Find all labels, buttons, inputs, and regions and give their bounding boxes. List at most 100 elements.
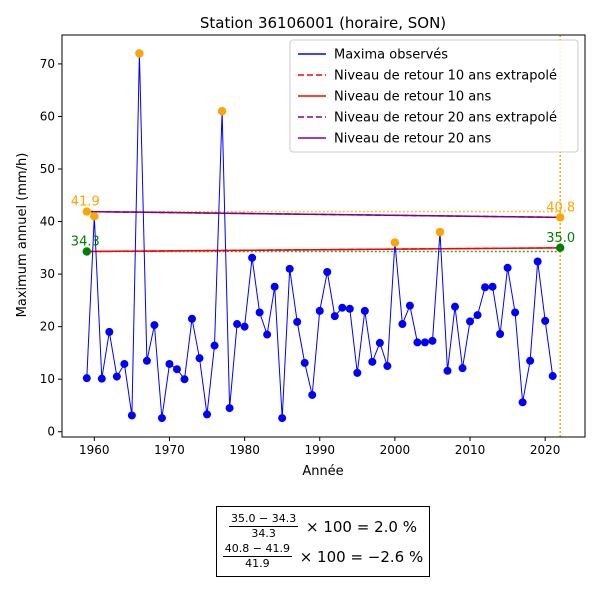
highlight-point [217,106,227,116]
observed-maxima-point [278,414,287,423]
y-tick-label: 10 [40,372,55,386]
observed-maxima-point [353,368,362,377]
plot-frame [61,34,586,438]
observed-maxima-point [187,314,196,323]
observed-maxima-point [360,306,369,315]
observed-maxima-point [413,338,422,347]
x-tick-label: 2020 [530,443,561,457]
observed-maxima-point [518,398,527,407]
observed-maxima-point [97,374,106,383]
observed-maxima-point [420,338,429,347]
observed-maxima-point [263,330,272,339]
observed-maxima-point [195,354,204,363]
value-annotation: 41.9 [71,195,100,210]
highlight-point [435,227,445,237]
highlight-point [82,247,91,256]
observed-maxima-point [120,359,129,368]
highlight-point [556,243,565,253]
observed-maxima-point [466,317,475,326]
formula-numerator: 40.8 − 41.9 [222,542,292,557]
observed-maxima-point [233,320,242,329]
observed-maxima-point [180,375,189,384]
formula-line-10ans: 35.0 − 34.3 34.3 × 100 = 2.0 % [217,513,429,540]
highlight-point [90,212,99,221]
observed-maxima-point [203,410,212,419]
observed-maxima-point [240,322,249,331]
highlight-point [135,49,144,58]
observed-maxima-point [398,320,407,329]
observed-maxima-point [300,358,309,367]
x-axis-label: Année [302,464,343,479]
observed-maxima-point [165,359,174,368]
x-tick-label: 1960 [79,443,110,457]
observed-maxima-point [368,357,377,366]
return-level-line [86,210,561,219]
highlight-point [82,207,91,216]
formula-result: × 100 = 2.0 % [301,517,417,536]
observed-maxima-point [285,264,294,273]
legend-label: Niveau de retour 20 ans extrapolé [334,111,557,126]
observed-maxima-point [150,321,159,330]
observed-maxima-point [255,308,264,317]
plot-area [82,35,565,437]
x-tick-label: 2010 [455,443,486,457]
observed-maxima-point [481,283,490,292]
x-tick-label: 1990 [304,443,335,457]
observed-maxima-point [488,282,497,291]
observed-maxima-point [210,341,219,350]
observed-maxima-point [338,303,347,312]
observed-maxima-point [105,327,114,336]
formula-numerator: 35.0 − 34.3 [229,512,299,527]
legend-box [289,39,579,153]
legend-label: Niveau de retour 20 ans [334,132,491,147]
observed-maxima-point [511,308,520,317]
observed-maxima-point [496,330,505,339]
x-tick-label: 1980 [229,443,260,457]
value-annotation: 34.3 [71,235,100,250]
formula-result: × 100 = −2.6 % [294,547,424,566]
observed-maxima-point [270,282,279,291]
x-tick-label: 1970 [154,443,185,457]
y-tick-label: 60 [40,109,55,123]
observed-maxima-point [345,304,354,313]
formula-fraction: 35.0 − 34.3 34.3 [229,512,299,540]
observed-maxima-point [548,372,557,381]
observed-maxima-point [383,362,392,371]
value-annotation: 40.8 [546,200,575,215]
observed-maxima-point [533,257,542,266]
observed-maxima-point [451,302,460,311]
observed-maxima-point [308,390,317,399]
chart-title: Station 36106001 (horaire, SON) [200,14,446,32]
observed-maxima-point [330,312,339,321]
y-axis-label: Maximum annuel (mm/h) [15,153,30,318]
observed-maxima-point [541,316,550,325]
x-tick-label: 2000 [380,443,411,457]
return-level-line [86,247,561,253]
y-tick-label: 30 [40,267,55,281]
observed-maxima-point [375,338,384,347]
observed-maxima-point [112,372,121,381]
observed-maxima-point [473,311,482,320]
observed-maxima-point [443,366,452,375]
observed-maxima-point [225,404,234,413]
formula-denominator: 41.9 [245,557,270,570]
value-annotation: 35.0 [546,231,575,246]
formula-line-20ans: 40.8 − 41.9 41.9 × 100 = −2.6 % [217,543,429,570]
legend-label: Niveau de retour 10 ans [334,90,491,105]
y-tick-label: 50 [40,162,55,176]
observed-maxima-point [323,267,332,276]
observed-maxima-point [315,306,324,315]
y-tick-label: 40 [40,215,55,229]
legend: Maxima observés Niveau de retour 10 ans e… [289,39,579,153]
observed-maxima-point [293,317,302,326]
formula-denominator: 34.3 [251,527,276,540]
legend-label: Niveau de retour 10 ans extrapolé [334,69,557,84]
observed-maxima-point [172,365,181,374]
observed-maxima-point [157,414,166,423]
observed-maxima-point [248,253,257,262]
formula-box: 35.0 − 34.3 34.3 × 100 = 2.0 % 40.8 − 41… [216,506,430,577]
formula-fraction: 40.8 − 41.9 41.9 [222,542,292,570]
observed-maxima-point [503,263,512,272]
highlight-point [390,238,400,247]
